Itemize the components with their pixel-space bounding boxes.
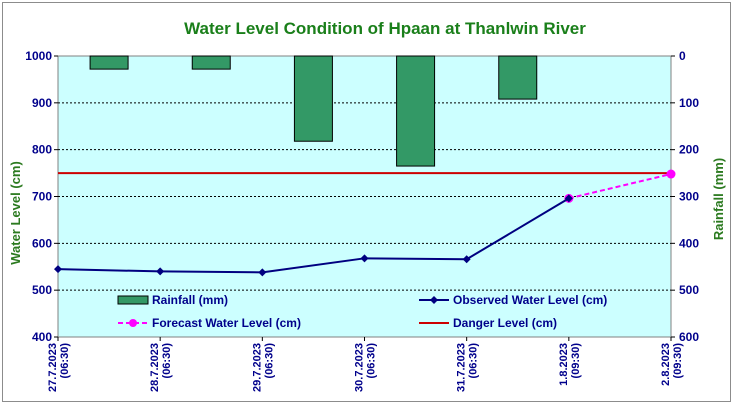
right-tick-label: 500 (679, 283, 699, 297)
right-tick-label: 200 (679, 143, 699, 157)
forecast-point (666, 169, 676, 179)
left-tick-label: 700 (32, 190, 52, 204)
forecast-line (568, 173, 672, 200)
x-tick-label: 28.7.2023(06:30) (149, 343, 173, 392)
observed-line (57, 197, 570, 274)
right-tick-label: 400 (679, 236, 699, 250)
left-tick-label: 900 (32, 96, 52, 110)
legend-observed-label: Observed Water Level (cm) (453, 293, 607, 307)
observed-point (156, 267, 165, 276)
left-tick-label: 800 (32, 143, 52, 157)
legend-rainfall-label: Rainfall (mm) (152, 293, 228, 307)
right-tick-label: 0 (679, 49, 686, 63)
x-tick-label: 29.7.2023(06:30) (251, 343, 275, 392)
legend-forecast-label: Forecast Water Level (cm) (152, 316, 301, 330)
rainfall-bar (498, 55, 538, 100)
observed-point (360, 254, 369, 263)
legend-rainfall-swatch (117, 295, 149, 305)
x-tick-label: 31.7.2023(06:30) (456, 343, 480, 392)
legend-observed-marker (430, 296, 438, 304)
left-tick-label: 500 (32, 283, 52, 297)
rainfall-bar (396, 55, 436, 167)
rainfall-bar (293, 55, 333, 142)
right-tick-label: 100 (679, 96, 699, 110)
observed-point (54, 265, 62, 274)
plot-area: 1000 900 800 700 600 500 400 0 100 200 300 400 500 60… (25, 49, 699, 392)
left-tick-label: 400 (32, 330, 52, 344)
x-tick-label: 27.7.2023(06:30) (47, 343, 71, 392)
left-axis-title: Water Level (cm) (8, 161, 23, 265)
chart-svg: Water Level Condition of Hpaan at Thanlw… (8, 19, 726, 392)
observed-point (258, 268, 267, 277)
observed-point (564, 194, 573, 203)
rainfall-bar (191, 55, 231, 70)
chart-frame: Water Level Condition of Hpaan at Thanlw… (2, 2, 731, 402)
left-tick-label: 1000 (25, 49, 52, 63)
x-tick-label: 30.7.2023(06:30) (354, 343, 378, 392)
chart-title: Water Level Condition of Hpaan at Thanlw… (184, 19, 586, 38)
legend-forecast-marker (129, 319, 137, 327)
right-axis-title: Rainfall (mm) (711, 158, 726, 240)
x-tick-label: 1.8.2023(09:30) (558, 343, 582, 386)
x-tick-label: 2.8.2023(09:30) (660, 343, 684, 386)
rainfall-bar (89, 55, 129, 70)
legend-danger-label: Danger Level (cm) (453, 316, 557, 330)
right-tick-label: 600 (679, 330, 699, 344)
right-tick-label: 300 (679, 190, 699, 204)
left-tick-label: 600 (32, 236, 52, 250)
